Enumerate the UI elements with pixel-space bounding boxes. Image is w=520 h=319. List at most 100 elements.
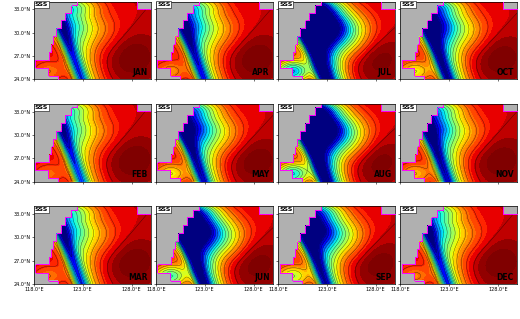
Point [191,2,200,7]
Point [410,274,419,279]
Point [418,234,426,239]
Point [499,5,508,10]
Point [418,238,426,243]
Point [153,163,162,168]
Point [426,220,435,225]
Point [279,57,287,62]
Point [301,128,309,133]
Point [279,262,287,267]
Point [420,128,428,133]
Point [291,249,300,255]
Point [34,160,43,165]
Point [31,161,40,167]
Point [419,278,427,283]
Point [400,57,409,62]
Point [438,207,446,212]
Point [255,105,263,110]
Point [31,167,40,172]
Point [285,270,293,275]
Point [40,65,48,70]
Point [499,206,508,211]
Point [308,113,316,118]
Point [305,17,313,22]
Point [60,12,69,17]
Point [57,125,65,130]
Point [166,271,174,277]
Point [298,128,306,133]
Point [307,113,315,118]
Point [37,168,46,173]
Point [31,263,40,268]
Point [288,174,296,180]
Point [436,207,445,212]
Point [281,168,289,173]
Point [415,40,423,45]
Point [136,6,145,11]
Point [171,144,179,149]
Point [47,145,55,150]
Point [255,106,263,111]
Point [179,120,188,125]
Point [47,150,55,155]
Point [51,238,59,243]
Point [172,73,180,78]
Point [413,150,422,155]
Point [133,4,141,9]
Point [293,141,301,146]
Point [137,211,145,216]
Point [400,160,408,165]
Point [288,276,296,281]
Point [418,26,426,32]
Point [49,176,58,181]
Point [298,279,306,285]
Point [153,60,162,65]
Point [169,44,177,49]
Point [387,108,396,114]
Point [499,4,508,9]
Point [313,2,321,7]
Point [301,229,309,234]
Point [301,23,309,28]
Point [293,33,302,39]
Point [289,56,297,62]
Point [195,103,203,108]
Point [411,155,419,160]
Point [419,176,427,181]
Point [304,120,312,125]
Point [63,215,71,220]
Point [36,168,44,173]
Point [509,211,517,216]
Point [134,211,142,216]
Point [381,6,389,11]
Point [410,168,419,173]
Point [289,257,297,262]
Point [181,18,189,23]
Text: SSS: SSS [157,2,171,7]
Point [51,176,60,181]
Point [44,276,52,281]
Point [413,49,422,54]
Point [54,73,62,78]
Point [178,226,187,232]
Point [293,35,301,40]
Point [72,207,81,212]
Point [311,113,319,118]
Point [167,50,175,56]
Point [57,19,65,24]
Point [317,207,326,212]
Point [293,36,301,41]
Point [174,130,182,135]
Point [166,71,174,77]
Point [291,150,300,155]
Point [430,10,438,15]
Point [317,206,326,211]
Point [54,177,62,182]
Point [420,278,428,283]
Point [400,262,408,267]
Point [288,170,296,175]
Point [174,231,182,236]
Point [67,4,75,9]
Point [44,171,52,176]
Point [193,207,202,212]
Point [509,108,517,114]
